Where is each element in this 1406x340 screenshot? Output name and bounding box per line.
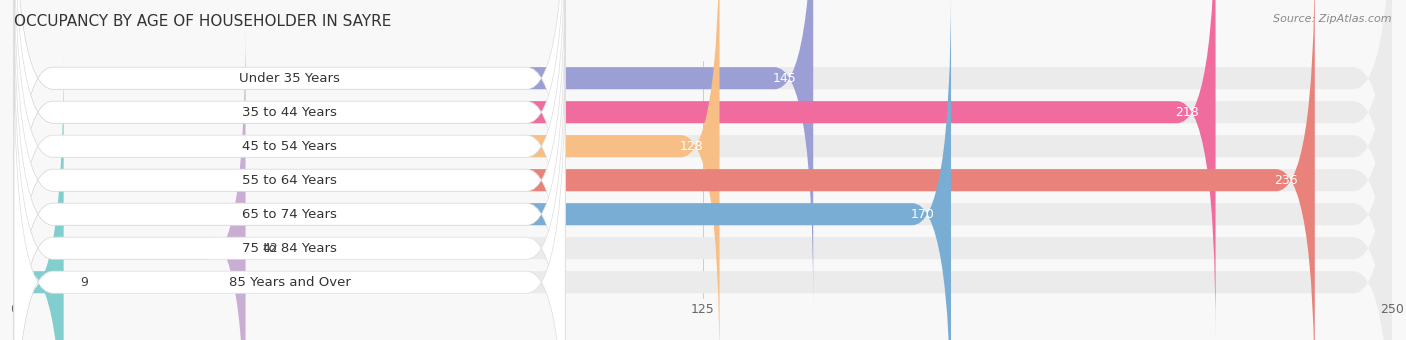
FancyBboxPatch shape: [14, 0, 813, 305]
FancyBboxPatch shape: [14, 0, 1392, 340]
FancyBboxPatch shape: [14, 0, 565, 340]
FancyBboxPatch shape: [14, 55, 1392, 340]
Text: 45 to 54 Years: 45 to 54 Years: [242, 140, 337, 153]
FancyBboxPatch shape: [14, 0, 565, 339]
Text: 35 to 44 Years: 35 to 44 Years: [242, 106, 337, 119]
FancyBboxPatch shape: [14, 55, 565, 340]
FancyBboxPatch shape: [14, 21, 246, 340]
FancyBboxPatch shape: [14, 0, 720, 340]
Text: Source: ZipAtlas.com: Source: ZipAtlas.com: [1274, 14, 1392, 23]
FancyBboxPatch shape: [14, 0, 565, 340]
Text: 85 Years and Over: 85 Years and Over: [229, 276, 350, 289]
Text: 75 to 84 Years: 75 to 84 Years: [242, 242, 337, 255]
Text: 145: 145: [773, 72, 797, 85]
Text: 236: 236: [1275, 174, 1298, 187]
Text: OCCUPANCY BY AGE OF HOUSEHOLDER IN SAYRE: OCCUPANCY BY AGE OF HOUSEHOLDER IN SAYRE: [14, 14, 391, 29]
FancyBboxPatch shape: [14, 0, 1392, 340]
FancyBboxPatch shape: [14, 21, 1392, 340]
FancyBboxPatch shape: [14, 0, 565, 305]
FancyBboxPatch shape: [14, 0, 1216, 339]
Text: 65 to 74 Years: 65 to 74 Years: [242, 208, 337, 221]
FancyBboxPatch shape: [14, 21, 565, 340]
Text: 218: 218: [1175, 106, 1199, 119]
Text: 42: 42: [262, 242, 278, 255]
Text: 128: 128: [679, 140, 703, 153]
FancyBboxPatch shape: [14, 0, 1315, 340]
FancyBboxPatch shape: [14, 0, 565, 340]
FancyBboxPatch shape: [14, 0, 1392, 340]
Text: 170: 170: [911, 208, 935, 221]
FancyBboxPatch shape: [14, 0, 950, 340]
FancyBboxPatch shape: [14, 0, 1392, 305]
Text: 9: 9: [80, 276, 89, 289]
Text: Under 35 Years: Under 35 Years: [239, 72, 340, 85]
FancyBboxPatch shape: [14, 0, 1392, 339]
Text: 55 to 64 Years: 55 to 64 Years: [242, 174, 337, 187]
FancyBboxPatch shape: [14, 55, 63, 340]
